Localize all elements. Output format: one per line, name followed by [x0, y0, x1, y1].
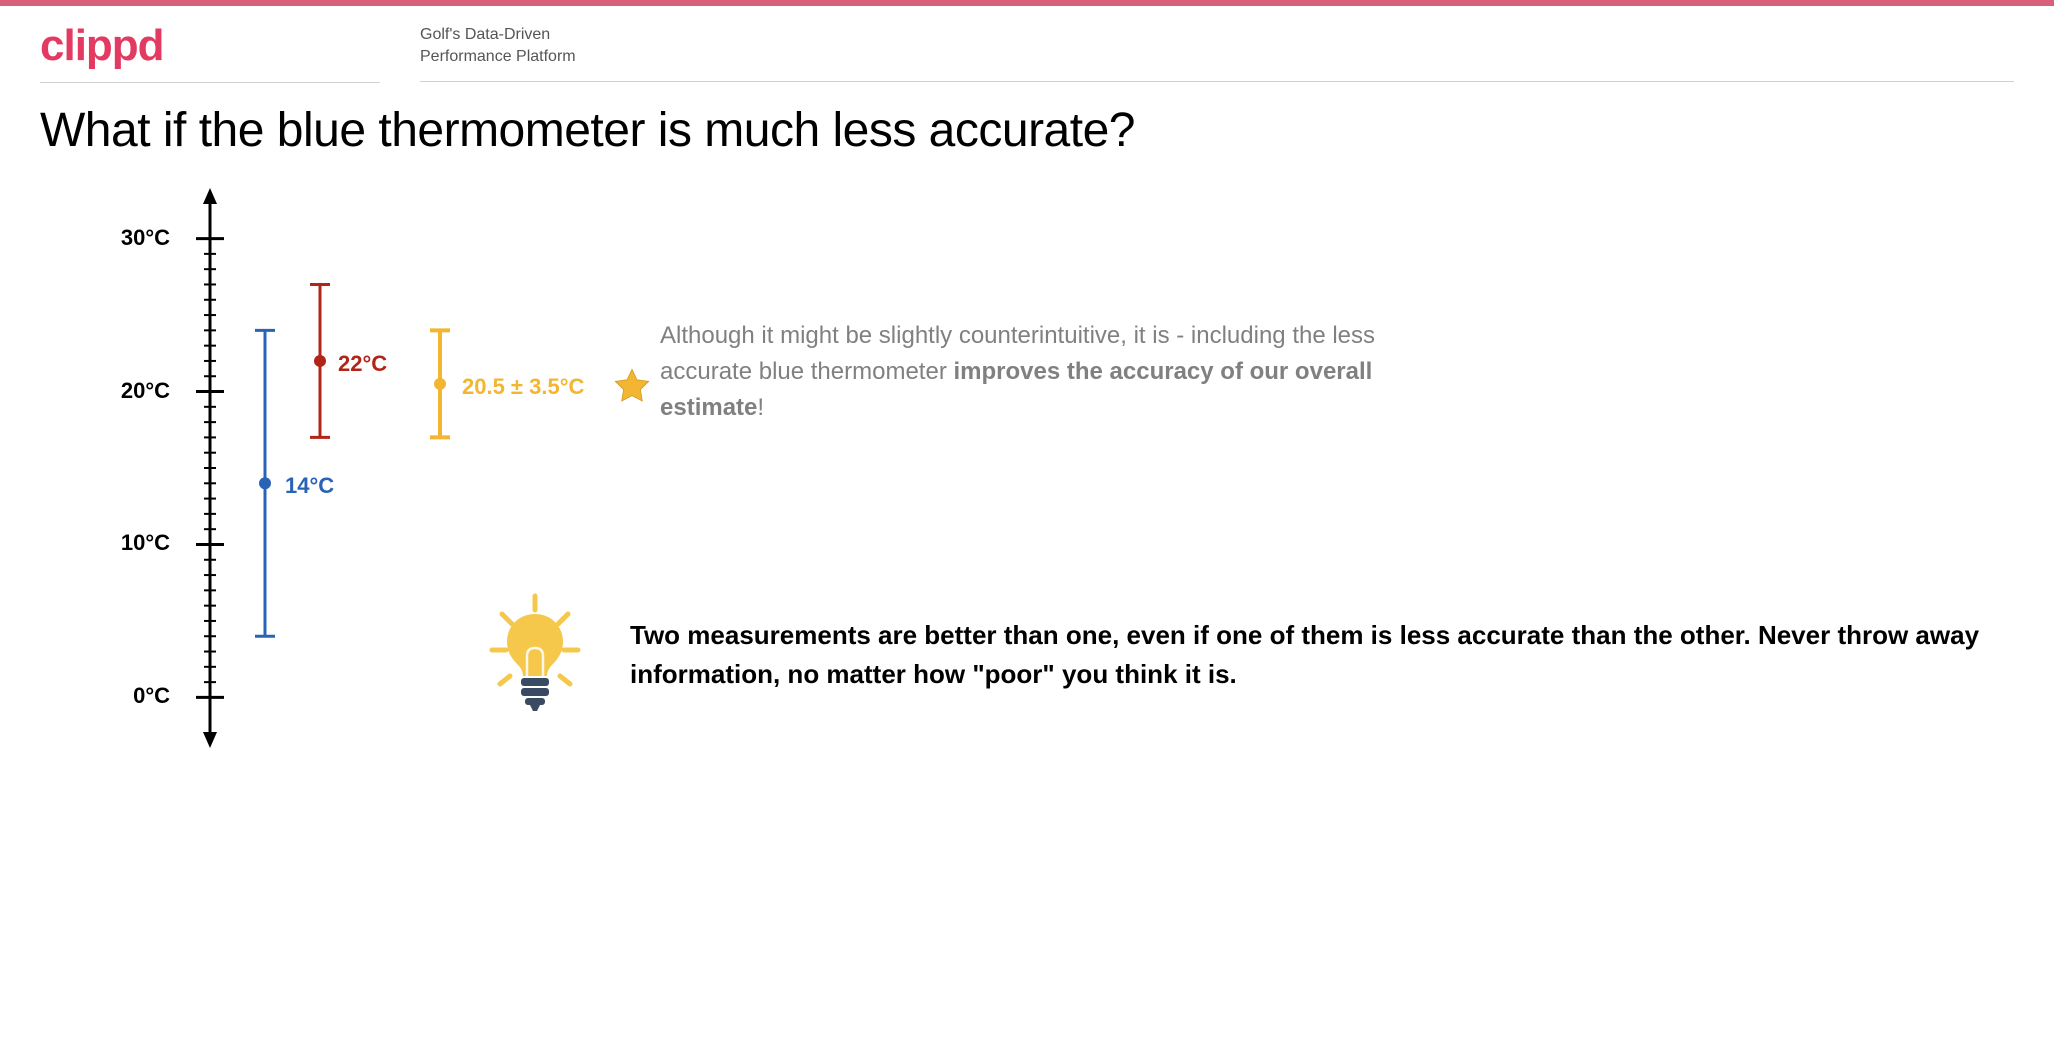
tagline-block: Golf's Data-Driven Performance Platform — [420, 24, 2014, 82]
series-label-yellow: 20.5 ± 3.5°C — [462, 374, 584, 400]
axis-tick-label: 0°C — [100, 683, 170, 709]
series-label-blue: 14°C — [285, 473, 334, 499]
tagline-line2: Performance Platform — [420, 48, 576, 65]
tagline-line1: Golf's Data-Driven — [420, 26, 550, 43]
star-icon — [612, 366, 652, 406]
explain-post: ! — [757, 394, 764, 421]
takeaway-text: Two measurements are better than one, ev… — [630, 616, 1994, 694]
axis-tick-label: 20°C — [100, 378, 170, 404]
tagline: Golf's Data-Driven Performance Platform — [420, 24, 2014, 67]
series-label-red: 22°C — [338, 351, 387, 377]
axis-tick-label: 30°C — [100, 225, 170, 251]
logo-block: clippd — [40, 24, 380, 83]
logo-text: clippd — [40, 24, 380, 68]
page-title: What if the blue thermometer is much les… — [0, 83, 2054, 168]
explanation-text: Although it might be slightly counterint… — [660, 318, 1440, 426]
header: clippd Golf's Data-Driven Performance Pl… — [0, 6, 2054, 83]
axis-tick-label: 10°C — [100, 530, 170, 556]
lightbulb-icon — [480, 590, 590, 720]
takeaway-row: Two measurements are better than one, ev… — [480, 590, 1994, 720]
